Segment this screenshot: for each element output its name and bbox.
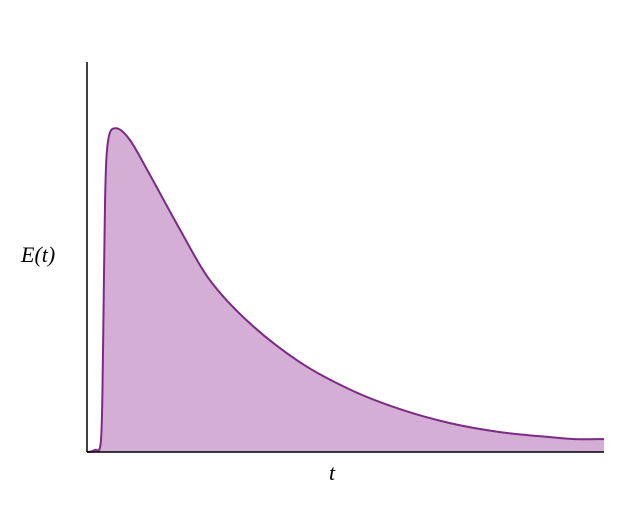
curve-line: [86, 127, 605, 453]
curve-area: [87, 128, 604, 453]
x-axis-label: t: [329, 460, 336, 485]
y-axis-label: E(t): [21, 242, 56, 267]
